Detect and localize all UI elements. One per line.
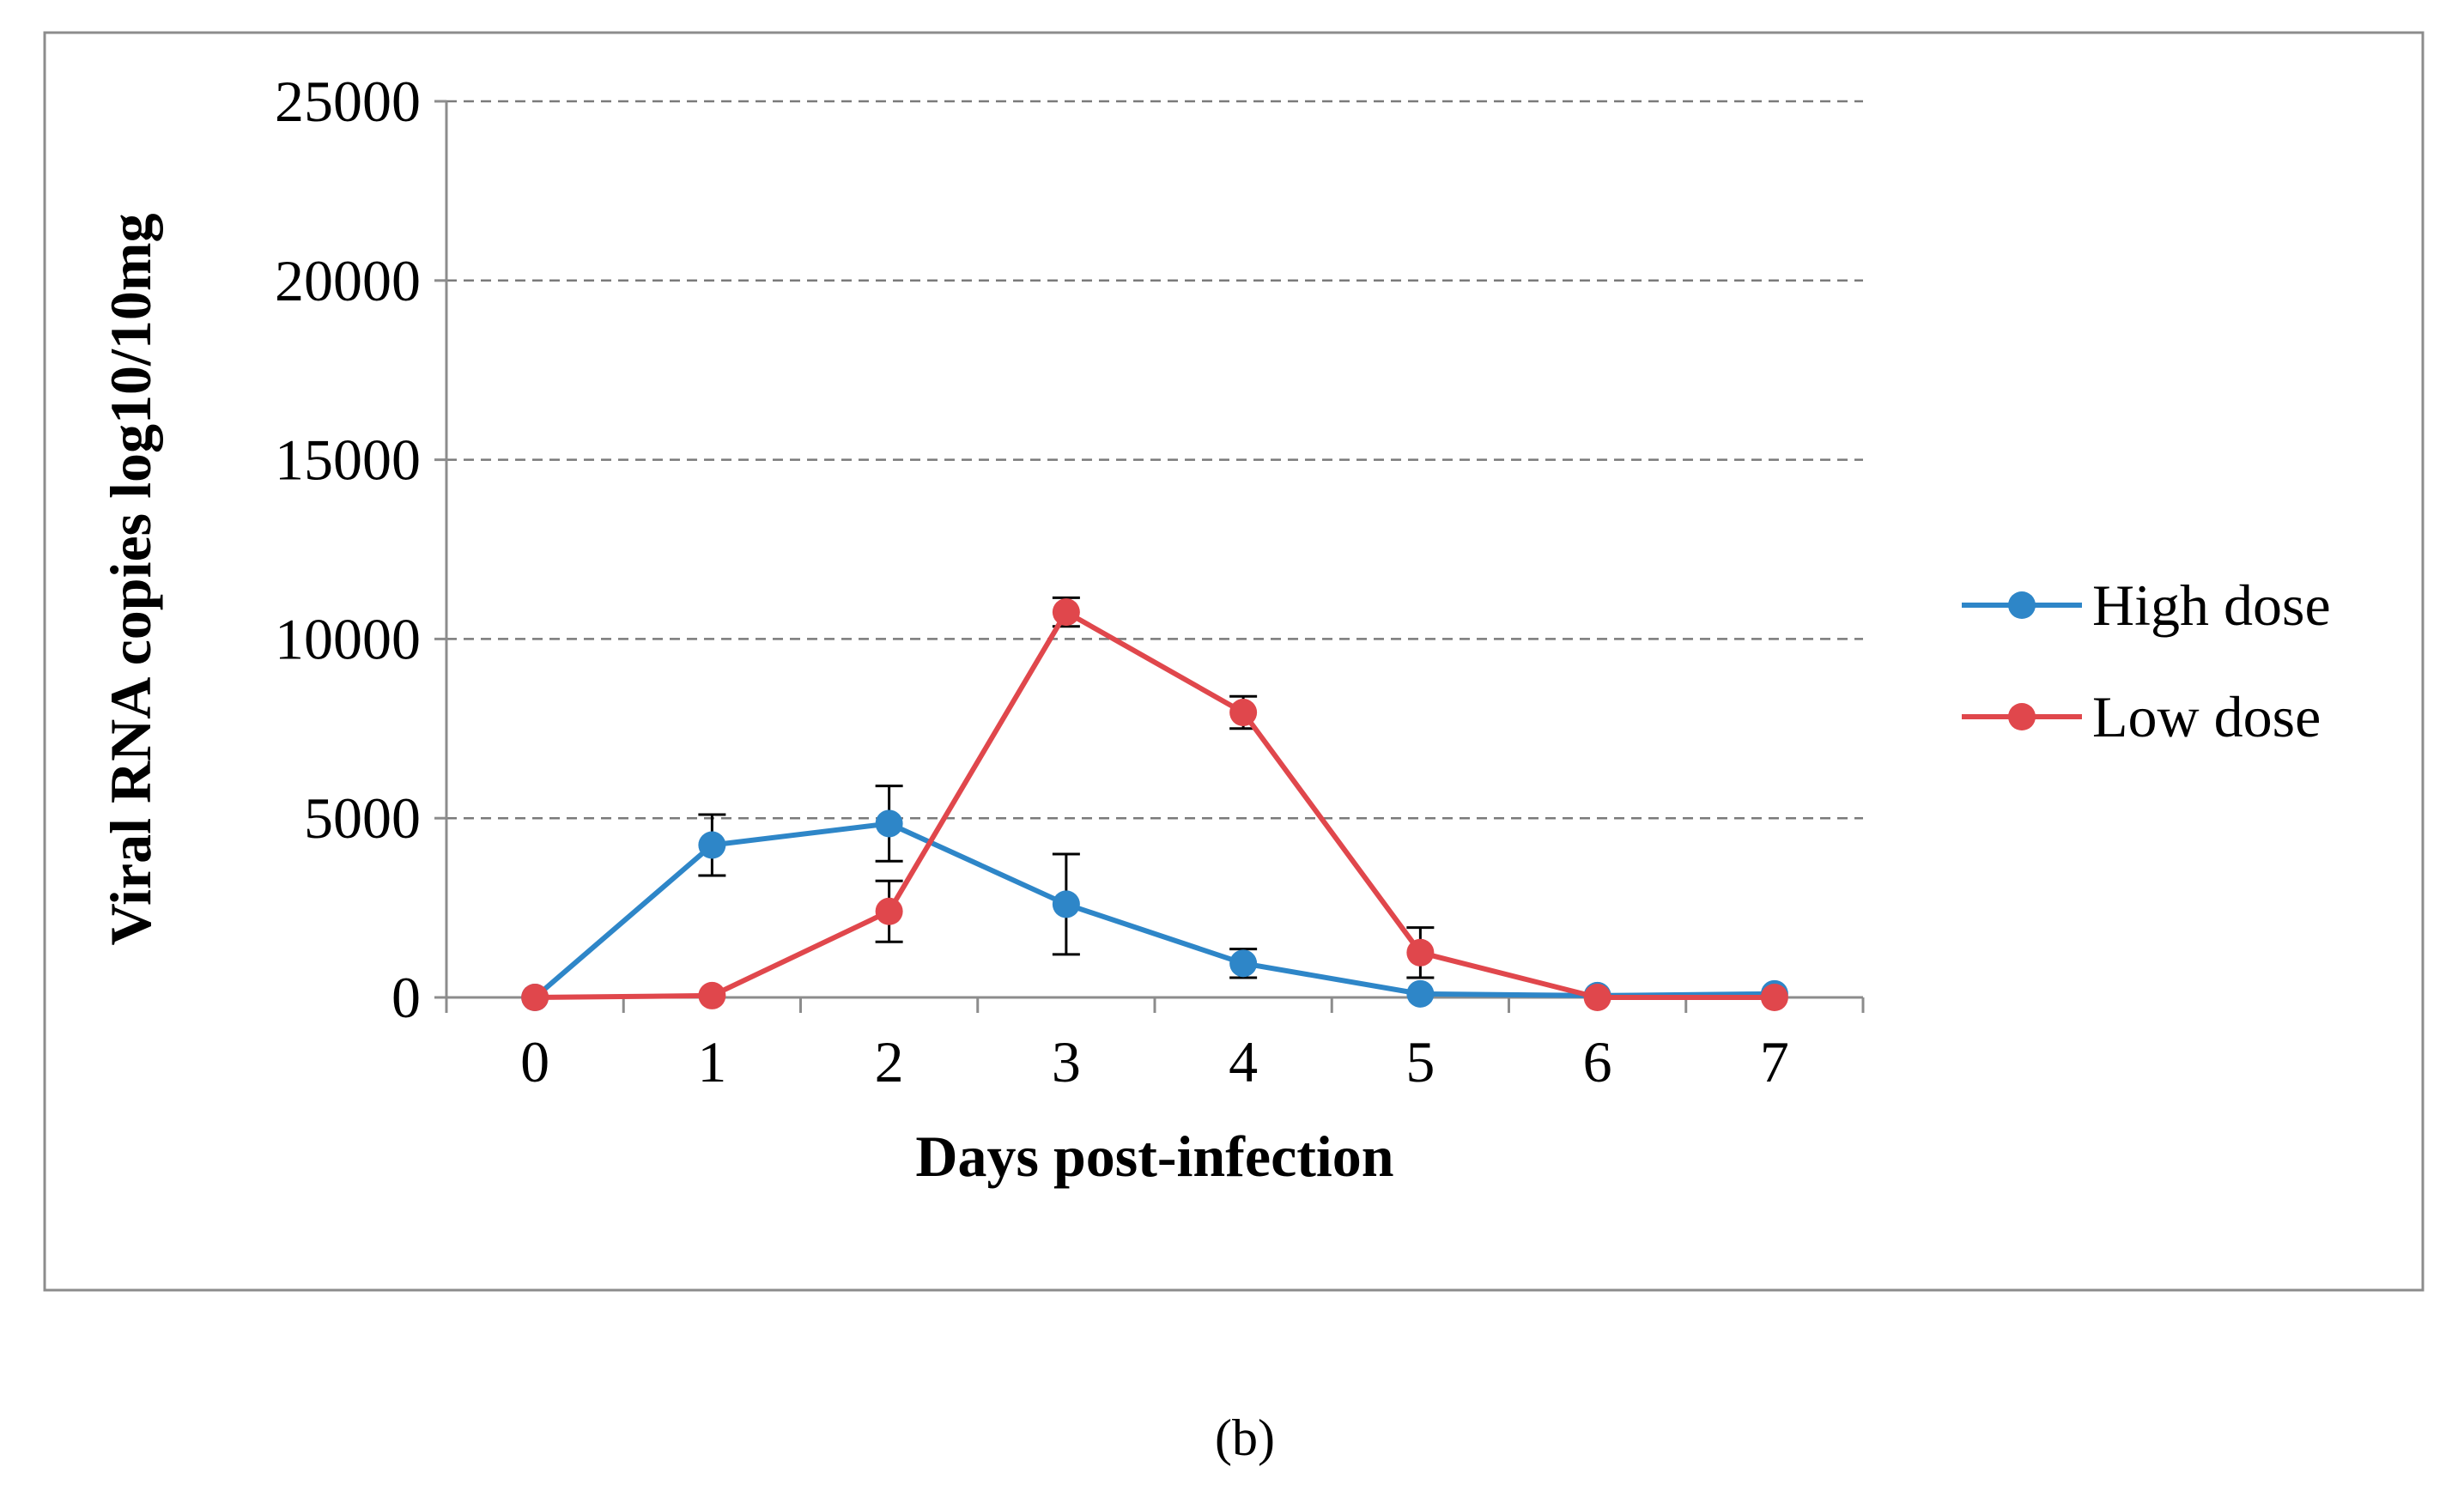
y-tick-label: 20000	[275, 248, 421, 313]
series-low-dose	[521, 596, 1788, 1011]
gridlines	[446, 100, 1863, 820]
data-point	[698, 831, 726, 859]
x-tick-label: 0	[520, 1029, 549, 1094]
chart-frame	[43, 31, 2425, 1292]
data-point	[1583, 984, 1611, 1011]
x-tick-label: 7	[1760, 1029, 1789, 1094]
data-point	[1406, 979, 1435, 1008]
figure-caption: (b)	[1215, 1409, 1275, 1466]
data-point	[521, 984, 549, 1011]
axes: 0 5000 10000 15000 20000 25000 0 1 2 3 4 5 6 7	[275, 69, 1865, 1094]
y-tick-label: 10000	[275, 606, 421, 671]
legend-item: Low dose	[1962, 684, 2321, 749]
data-point	[1052, 890, 1080, 918]
x-tick-label: 6	[1583, 1029, 1612, 1094]
data-point	[1229, 699, 1258, 727]
data-point	[698, 981, 726, 1009]
legend: High dose Low dose	[1962, 573, 2331, 749]
data-point	[875, 897, 903, 925]
data-point	[1229, 949, 1258, 978]
x-tick-label: 1	[697, 1029, 726, 1094]
y-axis-title: Viral RNA copies log10/10mg	[98, 213, 163, 945]
x-axis-title: Days post-infection	[915, 1124, 1393, 1189]
y-tick-label: 15000	[275, 427, 421, 493]
legend-marker	[2008, 703, 2036, 730]
y-tick-label: 0	[391, 965, 421, 1030]
x-tick-label: 4	[1229, 1029, 1258, 1094]
series-layer	[521, 596, 1788, 1011]
data-point	[1052, 598, 1080, 627]
series-line	[535, 609, 1775, 1000]
x-tick-label: 3	[1052, 1029, 1081, 1094]
legend-item: High dose	[1962, 573, 2331, 638]
data-point	[875, 809, 903, 838]
x-tick-label: 5	[1405, 1029, 1435, 1094]
data-point	[1406, 938, 1435, 967]
data-point	[1760, 984, 1788, 1011]
y-tick-label: 25000	[275, 69, 421, 134]
legend-marker	[2008, 591, 2036, 619]
x-tick-label: 2	[875, 1029, 904, 1094]
legend-label: High dose	[2092, 573, 2331, 638]
y-tick-label: 5000	[304, 785, 421, 851]
legend-label: Low dose	[2092, 684, 2321, 749]
series-line	[533, 821, 1775, 1000]
